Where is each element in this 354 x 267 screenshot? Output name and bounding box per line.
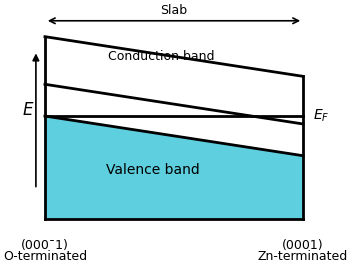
Text: E: E	[23, 101, 33, 119]
Text: Valence band: Valence band	[107, 163, 200, 176]
Polygon shape	[45, 116, 303, 219]
Text: $E_F$: $E_F$	[313, 108, 330, 124]
Text: Zn-terminated: Zn-terminated	[258, 250, 348, 263]
Text: O-terminated: O-terminated	[3, 250, 87, 263]
Text: (000¯1): (000¯1)	[21, 239, 69, 252]
Text: Slab: Slab	[160, 4, 188, 17]
Text: (0001): (0001)	[282, 239, 324, 252]
Text: Conduction band: Conduction band	[108, 50, 214, 63]
